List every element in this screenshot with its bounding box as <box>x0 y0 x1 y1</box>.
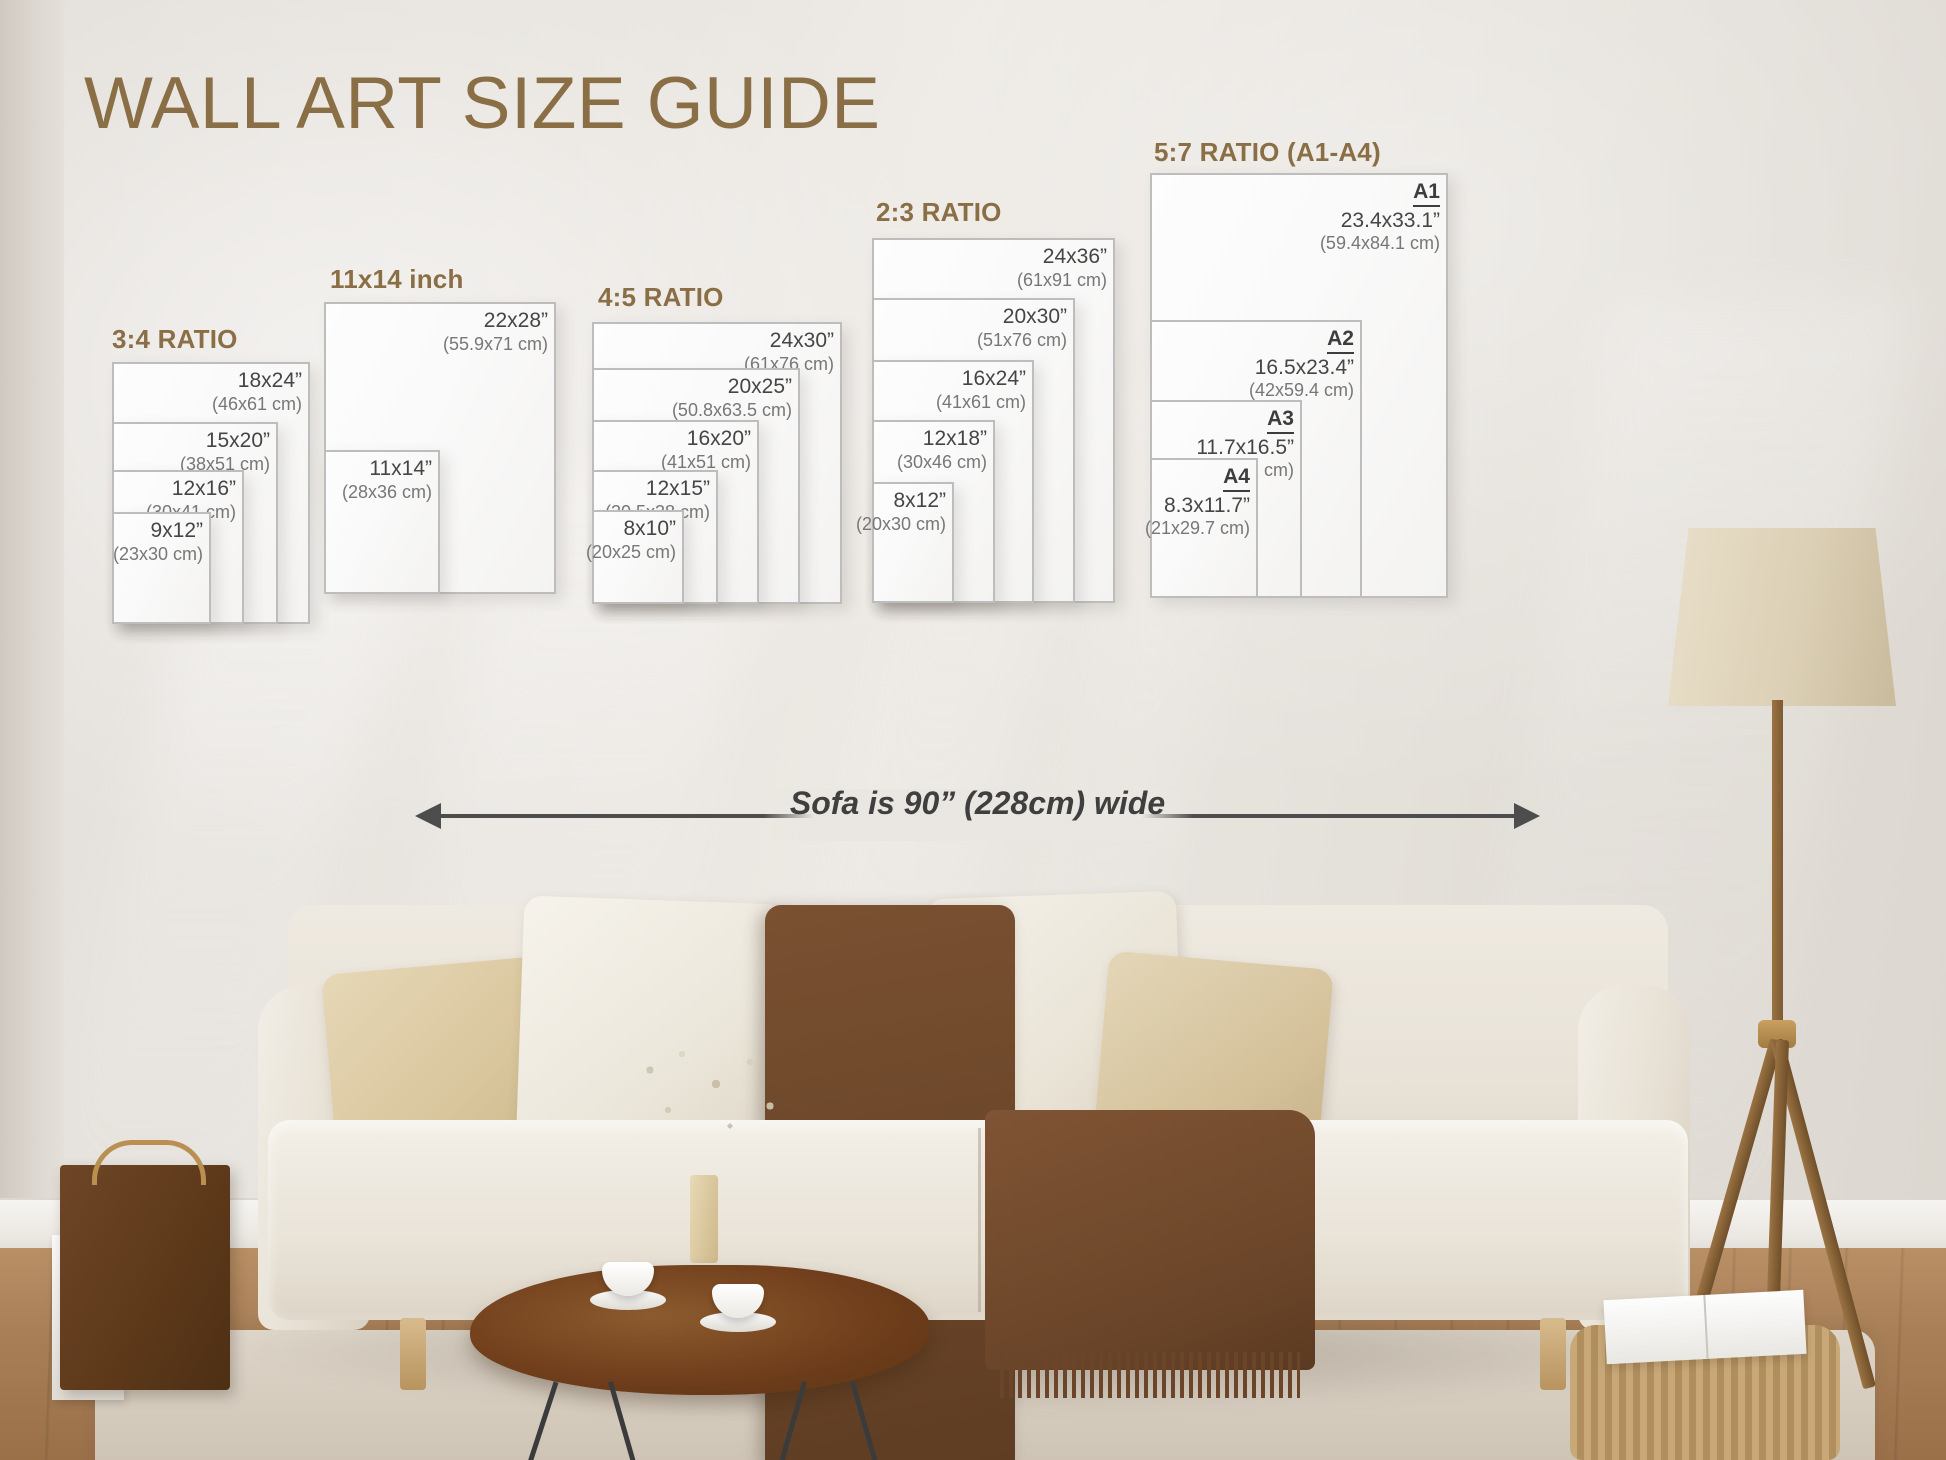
group-ratio-2-3: 2:3 RATIO 24x36” (61x91 cm) 20x30” (51x7… <box>856 197 1122 615</box>
lamp-shade <box>1668 528 1896 706</box>
frame-label: 8x10” (20x25 cm) <box>585 517 676 562</box>
throw-fringe <box>1000 1352 1300 1398</box>
magazine-rack <box>60 1165 230 1390</box>
group-ratio-3-4: 3:4 RATIO 18x24” (46x61 cm) 15x20” (38x5… <box>100 324 365 624</box>
wall-corner-shadow <box>0 0 64 1255</box>
frame-label: A2 16.5x23.4” (42x59.4 cm) <box>1248 327 1354 401</box>
frame-label: A1 23.4x33.1” (59.4x84.1 cm) <box>1319 180 1440 254</box>
frame-label: 18x24” (46x61 cm) <box>211 369 302 414</box>
frame-label: 8x12” (20x30 cm) <box>855 489 946 534</box>
sofa-width-measure: Sofa is 90” (228cm) wide <box>415 785 1540 841</box>
sofa-width-label: Sofa is 90” (228cm) wide <box>789 785 1166 821</box>
frame-label: 12x18” (30x46 cm) <box>896 427 987 472</box>
group-title-ratio-2-3: 2:3 RATIO <box>876 197 1002 227</box>
sofa-leg <box>1540 1318 1566 1390</box>
brown-throw-drape <box>985 1110 1315 1370</box>
frame-label: 15x20” (38x51 cm) <box>179 429 270 474</box>
frame-label: 16x24” (41x61 cm) <box>935 367 1026 412</box>
group-title-ratio-3-4: 3:4 RATIO <box>112 324 238 354</box>
flower-vase <box>690 1175 718 1263</box>
page-title: WALL ART SIZE GUIDE <box>84 63 881 144</box>
frame-label: A4 8.3x11.7” (21x29.7 cm) <box>1144 465 1250 539</box>
group-inch-11-14: 11x14 inch 22x28” (55.9x71 cm) 11x14” (2… <box>320 264 565 615</box>
group-ratio-5-7: 5:7 RATIO (A1-A4) A1 23.4x33.1” (59.4x84… <box>1145 137 1455 615</box>
frame-label: 20x25” (50.8x63.5 cm) <box>671 375 792 420</box>
saucer <box>590 1290 666 1310</box>
frame-8x12[interactable]: 8x12” (20x30 cm) <box>856 482 954 603</box>
sofa-seat <box>268 1120 1688 1320</box>
group-title-inch-11-14: 11x14 inch <box>330 264 464 294</box>
frame-label: 16x20” (41x51 cm) <box>660 427 751 472</box>
sofa-leg <box>400 1318 426 1390</box>
frame-label: 20x30” (51x76 cm) <box>976 305 1067 350</box>
magazine-rack-handle <box>92 1140 206 1185</box>
group-title-ratio-5-7: 5:7 RATIO (A1-A4) <box>1154 137 1381 167</box>
saucer <box>700 1312 776 1332</box>
group-title-ratio-4-5: 4:5 RATIO <box>598 282 724 312</box>
arrow-right-icon <box>1514 803 1540 829</box>
frame-label: 24x36” (61x91 cm) <box>1016 245 1107 290</box>
lamp-pole <box>1772 700 1783 1030</box>
group-ratio-4-5: 4:5 RATIO 24x30” (61x76 cm) 20x25” (50.8… <box>586 282 852 615</box>
frame-a4[interactable]: A4 8.3x11.7” (21x29.7 cm) <box>1145 458 1258 598</box>
frame-8x10[interactable]: 8x10” (20x25 cm) <box>586 510 684 604</box>
frame-label: 11x14” (28x36 cm) <box>341 457 432 502</box>
dried-flowers <box>620 1040 800 1190</box>
frame-9x12[interactable]: 9x12” (23x30 cm) <box>112 512 211 624</box>
open-book <box>1603 1289 1807 1365</box>
frame-label: 9x12” (23x30 cm) <box>112 519 203 564</box>
wood-coffee-table <box>470 1265 930 1395</box>
frame-11x14[interactable]: 11x14” (28x36 cm) <box>324 450 440 594</box>
arrow-left-icon <box>415 803 441 829</box>
measure-label-backdrop <box>762 789 1193 841</box>
frame-label: 22x28” (55.9x71 cm) <box>442 309 548 354</box>
